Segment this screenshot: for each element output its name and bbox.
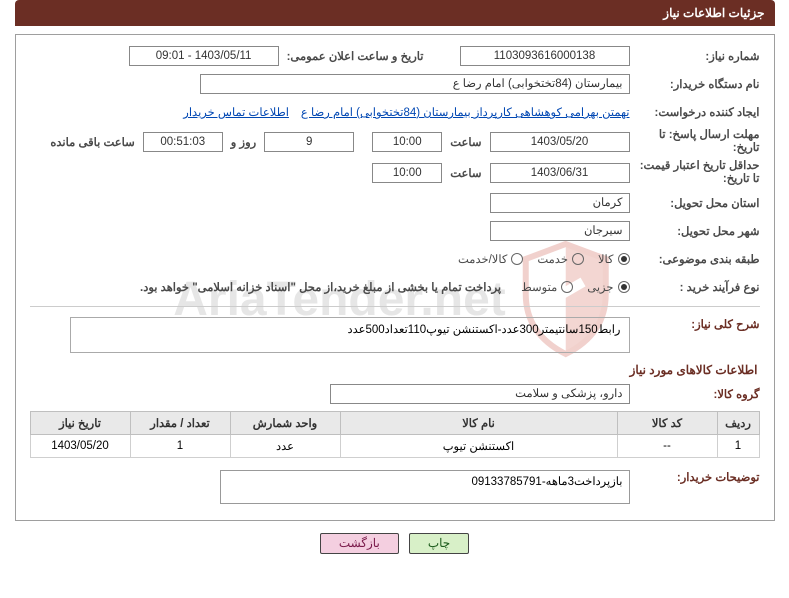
items-table: ردیف کد کالا نام کالا واحد شمارش تعداد /… — [30, 411, 760, 458]
validity-hour: 10:00 — [372, 163, 442, 183]
announce-label: تاریخ و ساعت اعلان عمومی: — [279, 49, 432, 63]
th-qty: تعداد / مقدار — [130, 411, 230, 434]
validity-label: حداقل تاریخ اعتبار قیمت: تا تاریخ: — [630, 160, 760, 185]
panel-title: جزئیات اطلاعات نیاز — [663, 6, 764, 20]
td-code: -- — [617, 434, 717, 457]
group-field: دارو، پزشکی و سلامت — [330, 384, 630, 404]
validity-date: 1403/06/31 — [490, 163, 630, 183]
th-name: نام کالا — [340, 411, 617, 434]
print-button[interactable]: چاپ — [409, 533, 469, 554]
buyer-field: بیمارستان (84تختخوابی) امام رضا ع — [200, 74, 630, 94]
radio-dot-icon — [618, 281, 630, 293]
th-row: ردیف — [717, 411, 759, 434]
main-panel: شماره نیاز: 1103093616000138 تاریخ و ساع… — [15, 34, 775, 521]
province-label: استان محل تحویل: — [630, 196, 760, 210]
radio-dot-icon — [618, 253, 630, 265]
radio-small[interactable]: جزیی — [587, 280, 629, 294]
td-unit: عدد — [230, 434, 340, 457]
radio-service[interactable]: خدمت — [537, 252, 584, 266]
deadline-hour: 10:00 — [372, 132, 442, 152]
items-heading: اطلاعات کالاهای مورد نیاز — [32, 363, 758, 377]
deadline-date: 1403/05/20 — [490, 132, 630, 152]
desc-box: رابط150سانتیمتر300عدد-اکستنشن تیوپ110تعد… — [70, 317, 630, 353]
days-suffix: روز و — [223, 135, 264, 149]
hour-label-1: ساعت — [442, 135, 489, 149]
payment-note: پرداخت تمام یا بخشی از مبلغ خرید،از محل … — [140, 280, 501, 294]
creator-field: تهمتن بهرامی کوهشاهی کارپرداز بیمارستان … — [301, 105, 630, 119]
td-name: اکستنشن تیوپ — [340, 434, 617, 457]
td-row: 1 — [717, 434, 759, 457]
radio-dot-icon — [561, 281, 573, 293]
category-group: کالا خدمت کالا/خدمت — [458, 252, 630, 266]
desc-label: شرح کلی نیاز: — [630, 317, 760, 331]
radio-both[interactable]: کالا/خدمت — [458, 252, 523, 266]
proc-group: جزیی متوسط — [521, 280, 629, 294]
reqno-field: 1103093616000138 — [460, 46, 630, 66]
city-label: شهر محل تحویل: — [630, 224, 760, 238]
button-row: چاپ بازگشت — [15, 533, 775, 554]
buyer-label: نام دستگاه خریدار: — [630, 77, 760, 91]
hour-label-2: ساعت — [442, 166, 489, 180]
days-field: 9 — [264, 132, 354, 152]
reqno-label: شماره نیاز: — [630, 49, 760, 63]
creator-label: ایجاد کننده درخواست: — [630, 105, 760, 119]
radio-dot-icon — [572, 253, 584, 265]
th-code: کد کالا — [617, 411, 717, 434]
remarks-label: توضیحات خریدار: — [630, 470, 760, 484]
timer-field: 00:51:03 — [143, 132, 223, 152]
th-date: تاریخ نیاز — [30, 411, 130, 434]
td-date: 1403/05/20 — [30, 434, 130, 457]
province-field: کرمان — [490, 193, 630, 213]
city-field: سیرجان — [490, 221, 630, 241]
contact-link[interactable]: اطلاعات تماس خریدار — [183, 105, 289, 119]
announce-field: 1403/05/11 - 09:01 — [129, 46, 279, 66]
radio-dot-icon — [511, 253, 523, 265]
deadline-label: مهلت ارسال پاسخ: تا تاریخ: — [630, 129, 760, 154]
remaining-label: ساعت باقی مانده — [42, 135, 142, 149]
panel-header: جزئیات اطلاعات نیاز — [15, 0, 775, 26]
proc-label: نوع فرآیند خرید : — [630, 280, 760, 294]
th-unit: واحد شمارش — [230, 411, 340, 434]
td-qty: 1 — [130, 434, 230, 457]
remarks-box: بازپرداخت3ماهه-09133785791 — [220, 470, 630, 504]
table-row: 1 -- اکستنشن تیوپ عدد 1 1403/05/20 — [30, 434, 759, 457]
group-label: گروه کالا: — [630, 387, 760, 401]
radio-medium[interactable]: متوسط — [521, 280, 573, 294]
back-button[interactable]: بازگشت — [320, 533, 399, 554]
radio-goods[interactable]: کالا — [598, 252, 630, 266]
category-label: طبقه بندی موضوعی: — [630, 252, 760, 266]
